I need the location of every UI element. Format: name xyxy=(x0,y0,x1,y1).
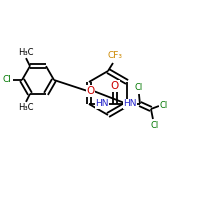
Text: CF₃: CF₃ xyxy=(108,51,122,60)
Text: Cl: Cl xyxy=(135,84,143,92)
Text: H₃C: H₃C xyxy=(18,48,34,57)
Text: O: O xyxy=(86,86,95,96)
Text: Cl: Cl xyxy=(160,100,168,110)
Text: O: O xyxy=(111,81,119,91)
Text: Cl: Cl xyxy=(151,120,159,130)
Text: HN: HN xyxy=(123,99,137,108)
Text: Cl: Cl xyxy=(3,75,11,84)
Text: H₃C: H₃C xyxy=(18,103,34,112)
Text: HN: HN xyxy=(95,99,109,108)
